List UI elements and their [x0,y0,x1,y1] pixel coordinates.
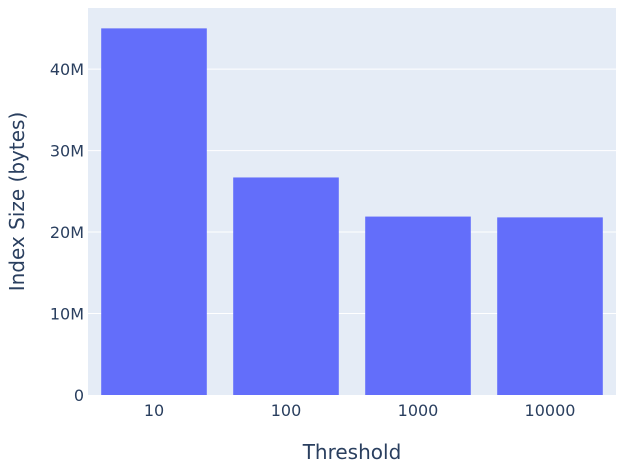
x-tick-label: 10 [144,401,164,420]
y-axis-title: Index Size (bytes) [5,112,29,292]
x-axis-title: Threshold [302,440,402,464]
bar-10000 [497,217,603,395]
x-tick-label: 100 [271,401,302,420]
y-tick-label: 30M [50,142,84,161]
y-tick-label: 0 [74,386,84,405]
bars [101,28,603,396]
y-axis-ticks: 0 10M 20M 30M 40M [50,60,84,405]
y-tick-label: 10M [50,305,84,324]
y-tick-label: 40M [50,60,84,79]
y-tick-label: 20M [50,223,84,242]
x-tick-label: 10000 [525,401,576,420]
bar-10 [101,28,207,396]
x-axis-ticks: 10 100 1000 10000 [144,401,576,420]
x-tick-label: 1000 [398,401,439,420]
bar-100 [233,177,339,395]
bar-1000 [365,216,471,395]
